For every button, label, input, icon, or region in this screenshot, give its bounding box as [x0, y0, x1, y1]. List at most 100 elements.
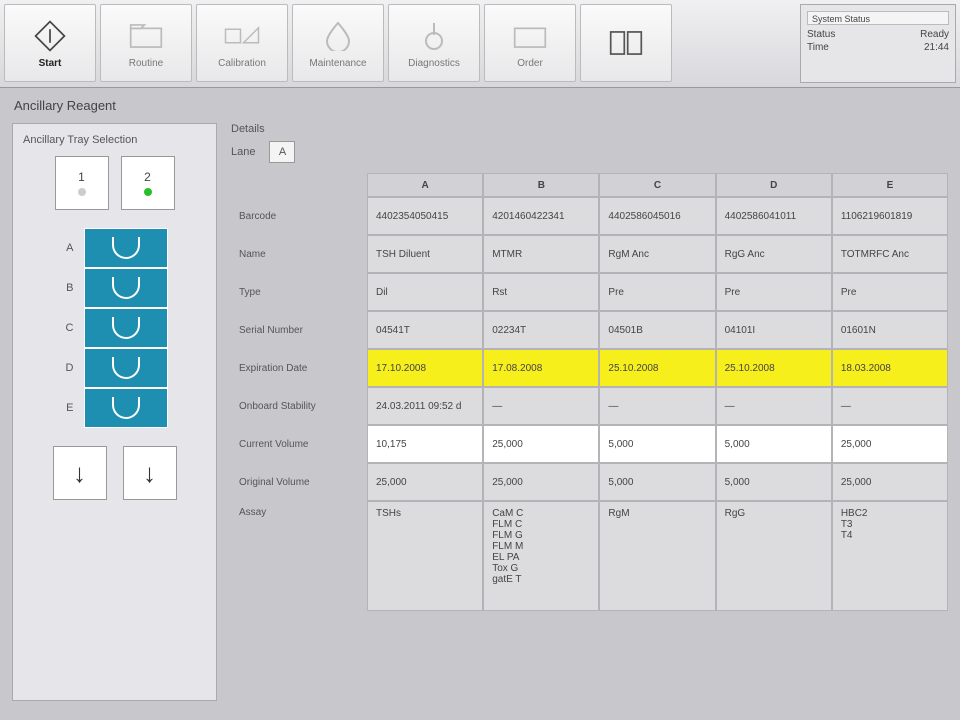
row-label: Onboard Stability	[231, 387, 367, 425]
lane-button[interactable]	[84, 388, 168, 428]
lane-letter: E	[62, 402, 74, 414]
lane-slot-icon	[112, 277, 140, 299]
tray-1-status-dot	[78, 188, 86, 196]
tray-1-button[interactable]: 1	[55, 156, 109, 210]
details-title: Details	[231, 123, 948, 135]
tray-1-label: 1	[78, 170, 85, 184]
calibration-label: Calibration	[218, 58, 266, 69]
order-label: Order	[517, 58, 543, 69]
table-cell: 04541T	[367, 311, 483, 349]
lane-button[interactable]	[84, 308, 168, 348]
table-cell: 01601N	[832, 311, 948, 349]
column-header: E	[832, 173, 948, 197]
column-header: A	[367, 173, 483, 197]
lane-letter: B	[62, 282, 74, 294]
table-cell: 4402354050415	[367, 197, 483, 235]
table-cell: Pre	[716, 273, 832, 311]
table-cell: 17.08.2008	[483, 349, 599, 387]
start-icon	[32, 18, 68, 54]
book-icon	[608, 25, 644, 61]
manual-button[interactable]	[580, 4, 672, 82]
lane-slot-icon	[112, 237, 140, 259]
lane-row: B	[62, 268, 168, 308]
maintenance-label: Maintenance	[309, 58, 366, 69]
table-row: DilRstPrePrePre	[367, 273, 948, 311]
row-label: Current Volume	[231, 425, 367, 463]
lane-label: Lane	[231, 146, 255, 158]
table-cell: 17.10.2008	[367, 349, 483, 387]
arrow-buttons: ↓ ↓	[23, 446, 206, 500]
tray-2-button[interactable]: 2	[121, 156, 175, 210]
table-cell: CaM C FLM C FLM G FLM M EL PA Tox G gatE…	[483, 501, 599, 611]
table-cell: 25,000	[832, 425, 948, 463]
table-cell: 18.03.2008	[832, 349, 948, 387]
table-cell: 5,000	[599, 425, 715, 463]
lane-value-box[interactable]: A	[269, 141, 295, 163]
table-cell: —	[483, 387, 599, 425]
table-row: 10,17525,0005,0005,00025,000	[367, 425, 948, 463]
lane-selector: Lane A	[231, 141, 948, 163]
table-cell: 24.03.2011 09:52 d	[367, 387, 483, 425]
calibration-button[interactable]: Calibration	[196, 4, 288, 82]
table-cell: RgM Anc	[599, 235, 715, 273]
table-cell: 25,000	[483, 463, 599, 501]
table-row: TSH DiluentMTMRRgM AncRgG AncTOTMRFC Anc	[367, 235, 948, 273]
status-box: System Status StatusReady Time21:44	[800, 4, 956, 83]
table-cell: Pre	[599, 273, 715, 311]
lane-button[interactable]	[84, 348, 168, 388]
lane-button[interactable]	[84, 268, 168, 308]
table-row: 25,00025,0005,0005,00025,000	[367, 463, 948, 501]
table-cell: 25.10.2008	[599, 349, 715, 387]
lane-button[interactable]	[84, 228, 168, 268]
start-button[interactable]: Start	[4, 4, 96, 82]
row-label: Assay	[231, 501, 367, 611]
table-cell: 02234T	[483, 311, 599, 349]
table-row: 04541T02234T04501B04101I01601N	[367, 311, 948, 349]
table-row: 17.10.200817.08.200825.10.200825.10.2008…	[367, 349, 948, 387]
tray-selector: 1 2	[23, 156, 206, 210]
drop-icon	[320, 18, 356, 54]
table-cell: 4201460422341	[483, 197, 599, 235]
lane-slot-icon	[112, 317, 140, 339]
table-cell: RgG Anc	[716, 235, 832, 273]
status-header: System Status	[807, 11, 949, 25]
table-cell: 5,000	[716, 463, 832, 501]
arrow-down-2-button[interactable]: ↓	[123, 446, 177, 500]
routine-button[interactable]: Routine	[100, 4, 192, 82]
table-cell: MTMR	[483, 235, 599, 273]
table-cell: 25,000	[483, 425, 599, 463]
folder2-icon	[512, 18, 548, 54]
table-cell: TOTMRFC Anc	[832, 235, 948, 273]
lane-letter: A	[62, 242, 74, 254]
breadcrumb: Ancillary Reagent	[0, 88, 960, 123]
order-button[interactable]: Order	[484, 4, 576, 82]
table-row: 4402354050415420146042234144025860450164…	[367, 197, 948, 235]
table-cell: Pre	[832, 273, 948, 311]
table-cell: 25.10.2008	[716, 349, 832, 387]
lane-slot-icon	[112, 397, 140, 419]
table-cell: Dil	[367, 273, 483, 311]
table-cell: TSHs	[367, 501, 483, 611]
row-label: Original Volume	[231, 463, 367, 501]
lane-row: E	[62, 388, 168, 428]
tray-panel-title: Ancillary Tray Selection	[23, 134, 206, 146]
table-cell: 1106219601819	[832, 197, 948, 235]
row-label: Expiration Date	[231, 349, 367, 387]
table-cell: 4402586041011	[716, 197, 832, 235]
column-header: D	[716, 173, 832, 197]
lane-letter: C	[62, 322, 74, 334]
maintenance-button[interactable]: Maintenance	[292, 4, 384, 82]
column-header: B	[483, 173, 599, 197]
lane-letter: D	[62, 362, 74, 374]
arrow-down-icon: ↓	[143, 458, 156, 489]
lane-stack: A B C D E	[23, 228, 206, 428]
table-cell: —	[599, 387, 715, 425]
header-spacer	[231, 173, 367, 197]
row-label: Barcode	[231, 197, 367, 235]
arrow-down-1-button[interactable]: ↓	[53, 446, 107, 500]
toolbar: Start Routine Calibration Maintenance Di…	[0, 0, 960, 88]
table-cell: 04501B	[599, 311, 715, 349]
table-cell: 5,000	[716, 425, 832, 463]
diagnostics-button[interactable]: Diagnostics	[388, 4, 480, 82]
table-cell: 5,000	[599, 463, 715, 501]
